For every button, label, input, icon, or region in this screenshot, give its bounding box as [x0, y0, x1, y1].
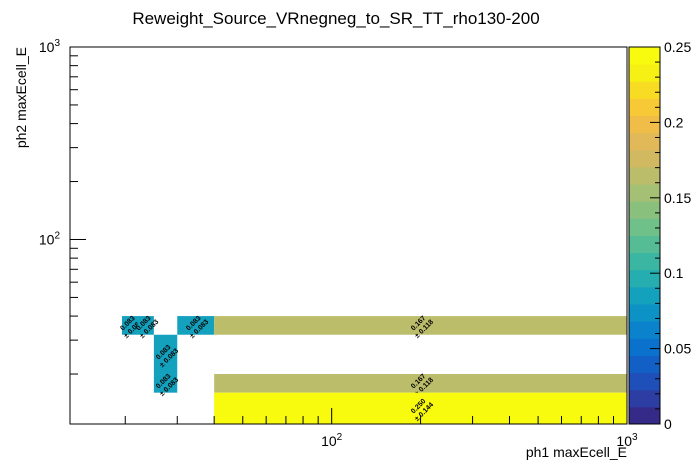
heatmap-cell-0	[122, 316, 138, 335]
colorbar-segment-20	[629, 64, 660, 82]
colorbar-tick-label-2: 0.1	[664, 265, 684, 281]
colorbar-segment-2	[629, 372, 660, 391]
colorbar-segment-12	[629, 201, 660, 219]
colorbar-segment-4	[629, 338, 660, 356]
colorbar-frame	[628, 46, 661, 425]
colorbar-segment-19	[629, 81, 660, 99]
y-tick-exponent-0: 2	[54, 230, 60, 241]
colorbar-segment-21	[629, 47, 660, 65]
colorbar-segment-8	[629, 269, 660, 288]
colorbar-segment-1	[629, 389, 660, 408]
colorbar-segment-13	[629, 184, 660, 202]
x-tick-exponent-0: 2	[337, 432, 343, 443]
plot-frame	[69, 46, 628, 425]
colorbar-segment-5	[629, 321, 660, 339]
colorbar-tick-label-0: 0	[664, 416, 672, 432]
colorbar-tick-label-4: 0.2	[664, 114, 684, 130]
colorbar-tick-label-1: 0.05	[664, 341, 691, 357]
x-tick-label-0: 102	[321, 432, 343, 449]
colorbar-segment-16	[629, 132, 660, 151]
colorbar-segment-14	[629, 166, 660, 185]
colorbar-segment-7	[629, 286, 660, 305]
colorbar-segment-17	[629, 115, 660, 134]
colorbar-tick-label-5: 0.25	[664, 39, 691, 55]
y-tick-exponent-1: 3	[54, 38, 60, 49]
colorbar-tick-label-3: 0.15	[664, 190, 691, 206]
x-axis: 102 103	[124, 408, 638, 449]
y-tick-label-0: 102	[39, 230, 61, 247]
chart-title: Reweight_Source_VRnegneg_to_SR_TT_rho130…	[132, 9, 539, 28]
heatmap-cell-6	[214, 374, 627, 393]
y-tick-label-1: 103	[39, 38, 61, 55]
colorbar-segment-3	[629, 355, 660, 374]
y-axis: 102 103	[39, 38, 86, 375]
colorbar-segment-0	[629, 406, 660, 425]
x-axis-label: ph1 maxEcell_E	[526, 444, 627, 460]
colorbar-segment-9	[629, 252, 660, 271]
colorbar-segment-15	[629, 149, 660, 168]
heatmap-cell-1	[137, 316, 154, 335]
heatmap-cell-2	[177, 316, 215, 335]
heatmap-cell-4	[153, 374, 178, 393]
colorbar-segment-18	[629, 98, 660, 117]
heatmap-cell-3	[153, 334, 178, 375]
y-axis-label: ph2 maxEcell_E	[13, 47, 29, 148]
colorbar-segment-6	[629, 304, 660, 322]
heatmap-cell-5	[214, 316, 627, 335]
colorbar-segment-10	[629, 235, 660, 254]
x-tick-exponent-1: 3	[632, 432, 638, 443]
colorbar: 0 0.05 0.1 0.15 0.2 0.25	[628, 39, 691, 432]
colorbar-segment-11	[629, 218, 660, 236]
